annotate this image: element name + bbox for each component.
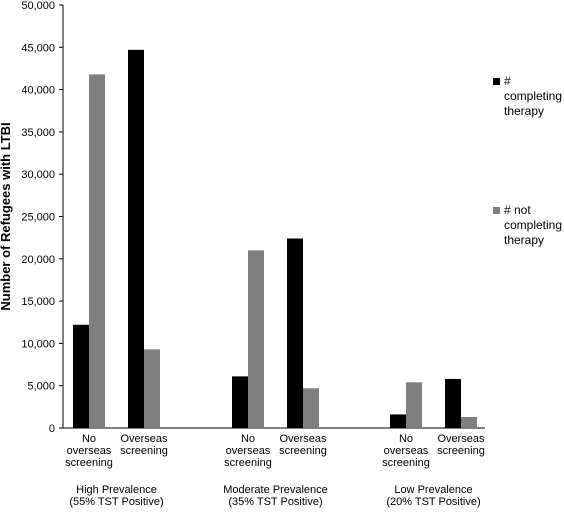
y-tick-label: 15,000 xyxy=(21,296,55,308)
bar xyxy=(89,74,105,428)
y-tick-label: 0 xyxy=(49,423,55,435)
category-label: Overseas screening xyxy=(120,433,168,457)
y-tick-label: 50,000 xyxy=(21,0,55,12)
bars xyxy=(73,49,477,428)
bar xyxy=(73,324,89,428)
bar xyxy=(248,250,264,428)
legend-label: therapy xyxy=(504,104,544,118)
bar xyxy=(303,388,319,428)
bar xyxy=(287,238,303,428)
group-label-line: Low Prevalence xyxy=(394,484,472,496)
y-tick-label: 5,000 xyxy=(27,381,55,393)
category-label-line: screening xyxy=(382,457,430,469)
y-axis-title: Number of Refugees with LTBI xyxy=(0,122,13,310)
legend-label: therapy xyxy=(504,233,544,247)
y-tick-label: 10,000 xyxy=(21,338,55,350)
group-label-line: High Prevalence xyxy=(76,484,157,496)
group-label: Moderate Prevalence (35% TST Positive) xyxy=(223,484,328,508)
category-label: No overseas screening xyxy=(382,433,430,469)
group-label-line: (20% TST Positive) xyxy=(386,496,480,508)
y-tick-label: 20,000 xyxy=(21,254,55,266)
category-label-line: Overseas xyxy=(437,433,485,445)
category-label-line: overseas xyxy=(67,445,112,457)
category-label-line: overseas xyxy=(226,445,271,457)
category-label-line: No xyxy=(82,433,96,445)
legend-swatch xyxy=(493,207,500,214)
y-tick-label: 45,000 xyxy=(21,42,55,54)
legend-label: completing xyxy=(504,89,562,103)
category-label-line: Overseas xyxy=(120,433,168,445)
bar xyxy=(445,378,461,428)
category-label-line: screening xyxy=(224,457,272,469)
bar xyxy=(461,417,477,428)
category-label-line: screening xyxy=(279,445,327,457)
y-tick-label: 35,000 xyxy=(21,127,55,139)
category-label-line: No xyxy=(399,433,413,445)
category-label-line: screening xyxy=(437,445,485,457)
category-label-line: Overseas xyxy=(279,433,327,445)
category-label: Overseas screening xyxy=(437,433,485,457)
y-tick-label: 25,000 xyxy=(21,212,55,224)
group-label-line: (35% TST Positive) xyxy=(228,496,322,508)
group-label: High Prevalence (55% TST Positive) xyxy=(69,484,163,508)
category-label-line: No xyxy=(241,433,255,445)
category-label: Overseas screening xyxy=(279,433,327,457)
group-label-line: (55% TST Positive) xyxy=(69,496,163,508)
bar xyxy=(406,382,422,428)
category-label-line: screening xyxy=(65,457,113,469)
legend-label: # xyxy=(504,74,511,88)
category-label: No overseas screening xyxy=(224,433,272,469)
y-tick-label: 40,000 xyxy=(21,85,55,97)
axes: 0 5,000 10,000 15,000 20,000 25,000 30,000 35,0… xyxy=(0,0,485,435)
bar xyxy=(144,349,160,428)
group-label: Low Prevalence (20% TST Positive) xyxy=(386,484,480,508)
y-tick-label: 30,000 xyxy=(21,169,55,181)
category-label-line: overseas xyxy=(384,445,429,457)
bar xyxy=(232,376,248,428)
bar xyxy=(128,49,144,428)
bar xyxy=(390,414,406,428)
category-label: No overseas screening xyxy=(65,433,113,469)
legend-label: # not xyxy=(504,203,531,217)
legend-swatch xyxy=(493,78,500,85)
category-label-line: screening xyxy=(120,445,168,457)
group-label-line: Moderate Prevalence xyxy=(223,484,328,496)
legend-label: completing xyxy=(504,218,562,232)
